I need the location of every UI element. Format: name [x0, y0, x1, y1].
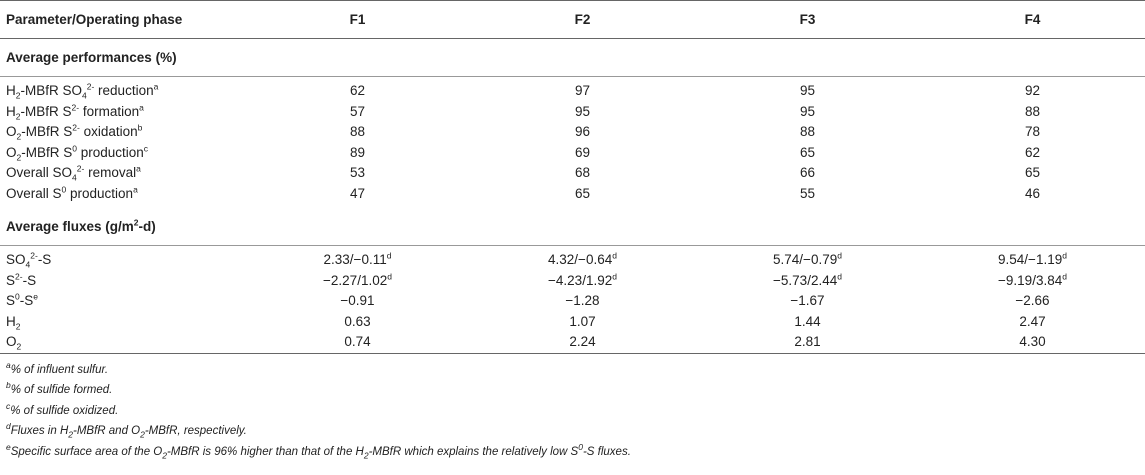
- cell-value: 9.54/−1.19d: [998, 250, 1067, 267]
- footnote: dFluxes in H2-MBfR and O2-MBfR, respecti…: [6, 421, 247, 440]
- cell-value: 78: [1024, 124, 1041, 139]
- footnote: c% of sulfide oxidized.: [6, 400, 119, 417]
- cell-value: 66: [799, 165, 816, 180]
- table-row: S2--S −2.27/1.02d −4.23/1.92d −5.73/2.44d −9…: [0, 271, 1145, 292]
- cell-value: 46: [1024, 185, 1041, 201]
- table-row: H2 0.63 1.07 1.44 2.47: [0, 312, 1145, 333]
- cell-value: 95: [799, 103, 816, 119]
- cell-value: 0.74: [245, 332, 470, 354]
- section-fluxes: Average fluxes (g/m2-d): [0, 208, 1145, 246]
- cell-value: −2.66: [1015, 293, 1050, 308]
- cell-value: 4.30: [920, 332, 1145, 354]
- cell-value: −4.23/1.92d: [548, 271, 617, 288]
- row-label: H2: [6, 313, 21, 332]
- cell-value: 1.07: [569, 313, 596, 329]
- cell-value: 47: [349, 185, 366, 201]
- cell-value: −2.27/1.02d: [323, 271, 392, 288]
- row-label: Overall S0 productiona: [6, 184, 138, 201]
- row-label: SO42--S: [6, 250, 52, 270]
- section-performance-title: Average performances (%): [0, 38, 1145, 77]
- cell-value: 0.63: [344, 313, 371, 329]
- cell-value: −1.67: [790, 293, 825, 308]
- cell-value: 2.24: [470, 332, 695, 354]
- cell-value: 2.81: [695, 332, 920, 354]
- footnote: a% of influent sulfur.: [6, 359, 109, 376]
- row-label: H2-MBfR SO42- reductiona: [6, 81, 159, 101]
- section-fluxes-title: Average fluxes (g/m2-d): [0, 208, 1145, 246]
- header-f3: F3: [695, 0, 920, 39]
- row-label: H2-MBfR S2- formationa: [6, 102, 144, 122]
- cell-value: 62: [349, 83, 366, 98]
- header-f1: F1: [245, 0, 470, 39]
- table-row: Overall SO42- removala 53 68 66 65: [0, 163, 1145, 184]
- cell-value: 97: [574, 83, 591, 98]
- table-row: O2-MBfR S2- oxidationb 88 96 88 78: [0, 122, 1145, 143]
- cell-value: 65: [1024, 165, 1041, 180]
- cell-value: 88: [349, 124, 366, 139]
- cell-value: 92: [1024, 83, 1041, 98]
- footnote: b% of sulfide formed.: [6, 380, 113, 396]
- cell-value: 95: [574, 103, 591, 119]
- header-f4: F4: [920, 0, 1145, 39]
- table-row: O2-MBfR S0 productionc 89 69 65 62: [0, 143, 1145, 164]
- cell-value: 53: [349, 165, 366, 180]
- section-performance: Average performances (%): [0, 38, 1145, 77]
- row-label: O2-MBfR S0 productionc: [6, 143, 149, 163]
- results-table: Parameter/Operating phase F1 F2 F3 F4 Av…: [0, 0, 1145, 354]
- cell-value: 57: [349, 103, 366, 119]
- cell-value: −5.73/2.44d: [773, 271, 842, 288]
- cell-value: 69: [574, 144, 591, 160]
- table-row: S0-Se −0.91 −1.28 −1.67 −2.66: [0, 291, 1145, 312]
- header-row: Parameter/Operating phase F1 F2 F3 F4: [0, 0, 1145, 39]
- cell-value: −0.91: [340, 293, 375, 308]
- cell-value: 55: [799, 185, 816, 201]
- cell-value: 65: [799, 144, 816, 160]
- cell-value: 68: [574, 165, 591, 180]
- cell-value: 1.44: [794, 313, 821, 329]
- cell-value: 62: [1024, 144, 1041, 160]
- cell-value: −9.19/3.84d: [998, 271, 1067, 288]
- cell-value: −1.28: [565, 293, 600, 308]
- row-label: O2: [0, 332, 245, 354]
- cell-value: 2.33/−0.11d: [323, 250, 392, 267]
- table-row: O2 0.74 2.24 2.81 4.30: [0, 332, 1145, 354]
- row-label: Overall SO42- removala: [6, 163, 141, 183]
- footnote: eSpecific surface area of the O2-MBfR is…: [6, 441, 631, 460]
- table-row: Overall S0 productiona 47 65 55 46: [0, 184, 1145, 205]
- table-row: H2-MBfR S2- formationa 57 95 95 88: [0, 102, 1145, 123]
- cell-value: 96: [574, 124, 591, 139]
- cell-value: 95: [799, 83, 816, 98]
- cell-value: 2.47: [1019, 313, 1046, 329]
- row-label: O2-MBfR S2- oxidationb: [6, 122, 143, 142]
- row-label: S2--S: [6, 271, 37, 288]
- header-f2: F2: [470, 0, 695, 39]
- cell-value: 88: [799, 124, 816, 139]
- cell-value: 89: [349, 144, 366, 160]
- table-row: SO42--S 2.33/−0.11d 4.32/−0.64d 5.74/−0.79d…: [0, 250, 1145, 271]
- table-row: H2-MBfR SO42- reductiona 62 97 95 92: [0, 81, 1145, 102]
- cell-value: 65: [574, 185, 591, 201]
- header-param: Parameter/Operating phase: [0, 0, 245, 39]
- row-label: S0-Se: [6, 291, 38, 308]
- cell-value: 4.32/−0.64d: [548, 250, 617, 267]
- footnotes: a% of influent sulfur. b% of sulfide form…: [0, 360, 1145, 463]
- cell-value: 5.74/−0.79d: [773, 250, 842, 267]
- cell-value: 88: [1024, 103, 1041, 119]
